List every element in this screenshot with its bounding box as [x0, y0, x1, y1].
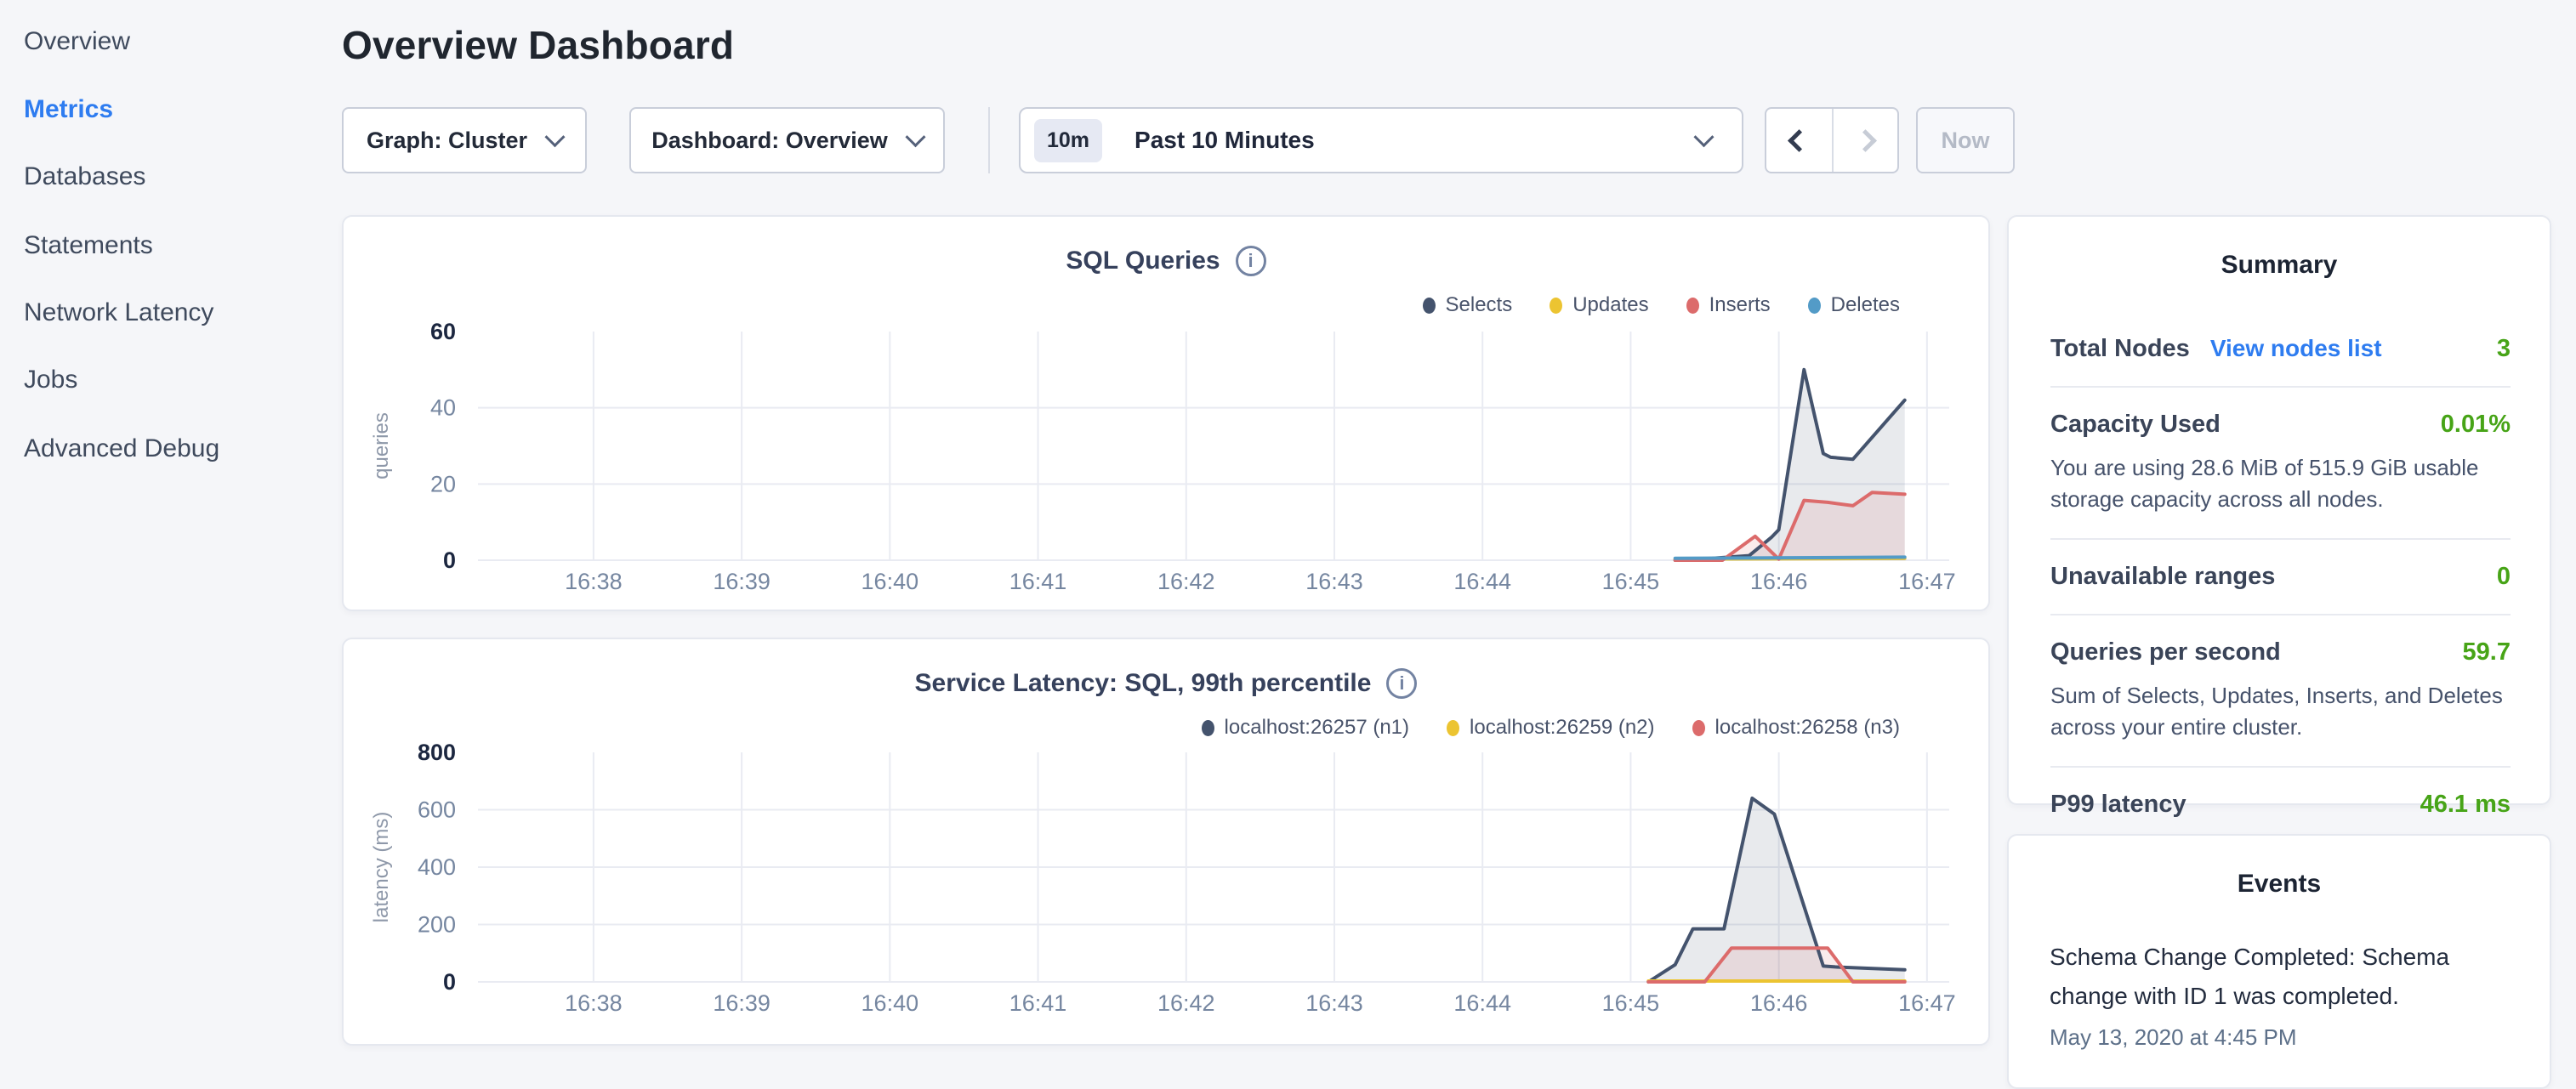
y-axis-title: latency (ms) [370, 812, 393, 923]
summary-row-label: Queries per second [2050, 638, 2281, 666]
x-axis-tick-label: 16:40 [862, 569, 919, 594]
page-title: Overview Dashboard [342, 22, 734, 68]
event-text: Schema Change Completed: Schema change w… [2050, 938, 2509, 1016]
summary-row-subtext: You are using 28.6 MiB of 515.9 GiB usab… [2050, 452, 2511, 515]
chart-plot[interactable]: 16:38 16:39 16:40 16:41 16:42 16:43 16:44 16:45… [344, 639, 1992, 1047]
sidebar-item-databases[interactable]: Databases [24, 161, 145, 193]
summary-row-capacity-used: Capacity Used 0.01% You are using 28.6 MiB… [2050, 386, 2511, 538]
x-axis-tick-label: 16:41 [1009, 569, 1067, 594]
now-button-label: Now [1942, 128, 1990, 154]
chevron-down-icon [905, 127, 925, 147]
now-button[interactable]: Now [1916, 107, 2015, 173]
y-axis-title: queries [370, 412, 393, 479]
chevron-down-icon [1693, 127, 1714, 147]
event-timestamp: May 13, 2020 at 4:45 PM [2050, 1024, 2509, 1051]
x-axis-tick-label: 16:42 [1157, 990, 1215, 1016]
sidebar: Overview Metrics Databases Statements Networ… [0, 0, 340, 1051]
x-axis-tick-label: 16:40 [862, 990, 919, 1016]
chevron-right-icon [1854, 129, 1877, 152]
summary-row-subtext: Sum of Selects, Updates, Inserts, and De… [2050, 680, 2511, 743]
y-axis-tick-label: 20 [430, 471, 456, 496]
graph-dropdown-label: Graph: Cluster [367, 128, 527, 154]
dashboard-dropdown[interactable]: Dashboard: Overview [629, 107, 945, 173]
summary-row-total-nodes: Total Nodes View nodes list 3 [2050, 312, 2511, 386]
x-axis-tick-label: 16:45 [1602, 990, 1660, 1016]
chevron-left-icon [1788, 129, 1811, 152]
summary-rows: Total Nodes View nodes list 3 Capacity Used… [2050, 312, 2511, 842]
summary-row-value: 3 [2497, 335, 2511, 363]
x-axis-tick-label: 16:42 [1157, 569, 1215, 594]
x-axis-tick-label: 16:44 [1453, 990, 1511, 1016]
events-list: Schema Change Completed: Schema change w… [2009, 938, 2550, 1051]
time-prev-button[interactable] [1766, 109, 1832, 172]
time-step-buttons [1765, 107, 1899, 173]
x-axis-tick-label: 16:46 [1750, 990, 1808, 1016]
x-axis-tick-label: 16:46 [1750, 569, 1808, 594]
summary-row-p99-latency: P99 latency 46.1 ms [2050, 766, 2511, 842]
summary-row-label: P99 latency [2050, 791, 2186, 819]
dashboard-dropdown-label: Dashboard: Overview [651, 128, 888, 154]
event-item: Schema Change Completed: Schema change w… [2050, 938, 2509, 1051]
y-axis-tick-label: 0 [443, 969, 456, 995]
summary-title: Summary [2009, 251, 2550, 280]
sidebar-item-metrics[interactable]: Metrics [24, 94, 113, 126]
y-axis-tick-label: 60 [430, 319, 456, 344]
y-axis-tick-label: 800 [418, 740, 456, 765]
view-nodes-list-link[interactable]: View nodes list [2210, 335, 2382, 362]
sidebar-item-overview[interactable]: Overview [24, 26, 130, 58]
x-axis-tick-label: 16:38 [565, 990, 623, 1016]
time-range-badge: 10m [1034, 119, 1102, 162]
x-axis-tick-label: 16:43 [1305, 990, 1363, 1016]
y-axis-tick-label: 0 [443, 547, 456, 573]
events-title: Events [2009, 870, 2550, 899]
service-latency-chart-card: Service Latency: SQL, 99th percentile i … [342, 638, 1990, 1046]
x-axis-tick-label: 16:39 [713, 990, 771, 1016]
sql-queries-chart-card: SQL Queries i SelectsUpdatesInsertsDelet… [342, 215, 1990, 611]
summary-panel: Summary Total Nodes View nodes list 3 Capac… [2007, 215, 2551, 805]
sidebar-item-jobs[interactable]: Jobs [24, 364, 77, 396]
summary-row-value: 59.7 [2463, 638, 2511, 666]
time-range-label: Past 10 Minutes [1134, 127, 1315, 154]
summary-row-value: 0 [2497, 563, 2511, 591]
y-axis-tick-label: 200 [418, 912, 456, 938]
summary-row-queries-per-second: Queries per second 59.7 Sum of Selects, Up… [2050, 614, 2511, 766]
sidebar-item-network-latency[interactable]: Network Latency [24, 297, 213, 329]
toolbar-divider [988, 107, 990, 173]
x-axis-tick-label: 16:44 [1453, 569, 1511, 594]
graph-dropdown[interactable]: Graph: Cluster [342, 107, 587, 173]
time-range-dropdown[interactable]: 10m Past 10 Minutes [1019, 107, 1743, 173]
x-axis-tick-label: 16:47 [1898, 990, 1956, 1016]
x-axis-tick-label: 16:47 [1898, 569, 1956, 594]
y-axis-tick-label: 600 [418, 797, 456, 823]
y-axis-tick-label: 400 [418, 854, 456, 880]
x-axis-tick-label: 16:41 [1009, 990, 1067, 1016]
summary-row-value: 46.1 ms [2420, 791, 2511, 819]
sidebar-item-advanced-debug[interactable]: Advanced Debug [24, 433, 219, 465]
x-axis-tick-label: 16:45 [1602, 569, 1660, 594]
summary-row-value: 0.01% [2441, 411, 2511, 439]
x-axis-tick-label: 16:38 [565, 569, 623, 594]
summary-row-label: Capacity Used [2050, 411, 2221, 439]
series-line-deletes [1675, 557, 1905, 558]
events-panel: Events Schema Change Completed: Schema c… [2007, 834, 2551, 1089]
sidebar-item-statements[interactable]: Statements [24, 230, 153, 262]
y-axis-tick-label: 40 [430, 395, 456, 421]
x-axis-tick-label: 16:39 [713, 569, 771, 594]
chevron-down-icon [544, 127, 565, 147]
summary-row-unavailable-ranges: Unavailable ranges 0 [2050, 538, 2511, 614]
time-next-button[interactable] [1832, 109, 1897, 172]
x-axis-tick-label: 16:43 [1305, 569, 1363, 594]
chart-plot[interactable]: 16:38 16:39 16:40 16:41 16:42 16:43 16:44 16:45… [344, 217, 1992, 613]
summary-row-label: Unavailable ranges [2050, 563, 2275, 591]
summary-row-label: Total Nodes [2050, 335, 2190, 363]
